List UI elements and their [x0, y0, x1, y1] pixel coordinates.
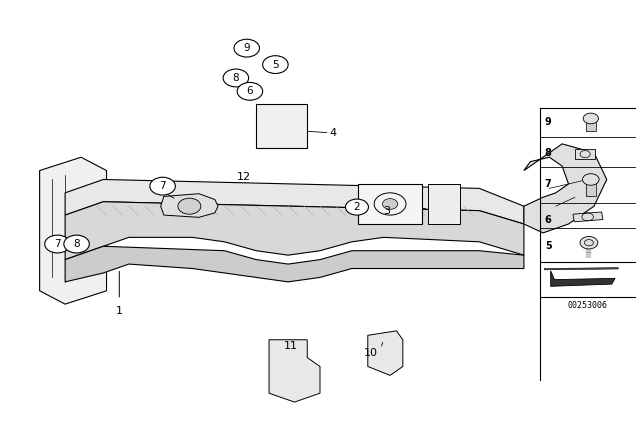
Text: 1: 1 — [116, 306, 123, 316]
Text: 7: 7 — [545, 179, 552, 189]
Polygon shape — [65, 246, 524, 282]
Text: 4: 4 — [329, 128, 336, 138]
Polygon shape — [550, 271, 615, 286]
FancyBboxPatch shape — [256, 104, 307, 148]
Text: 7: 7 — [54, 239, 61, 249]
Text: 9: 9 — [545, 117, 552, 128]
Polygon shape — [573, 212, 603, 222]
Text: 2: 2 — [354, 202, 360, 212]
FancyBboxPatch shape — [575, 149, 595, 159]
Text: 00253006: 00253006 — [568, 301, 607, 310]
Text: 10: 10 — [364, 348, 378, 358]
Circle shape — [583, 113, 598, 124]
Text: 8: 8 — [73, 239, 80, 249]
Text: 8: 8 — [232, 73, 239, 83]
Polygon shape — [368, 331, 403, 375]
Circle shape — [234, 39, 259, 57]
Text: 12: 12 — [236, 172, 251, 182]
Circle shape — [64, 235, 90, 253]
Text: 8: 8 — [545, 148, 552, 158]
Polygon shape — [40, 157, 106, 304]
FancyBboxPatch shape — [428, 184, 460, 224]
Text: 6: 6 — [545, 215, 552, 224]
Circle shape — [223, 69, 248, 87]
FancyBboxPatch shape — [586, 182, 596, 196]
Polygon shape — [65, 180, 524, 224]
Polygon shape — [269, 340, 320, 402]
Text: 5: 5 — [272, 60, 278, 69]
FancyBboxPatch shape — [586, 120, 596, 131]
Text: 7: 7 — [159, 181, 166, 191]
Polygon shape — [65, 202, 524, 260]
Text: 3: 3 — [383, 206, 390, 215]
Circle shape — [150, 177, 175, 195]
Text: 11: 11 — [284, 341, 298, 351]
Text: 6: 6 — [246, 86, 253, 96]
Polygon shape — [524, 144, 607, 233]
FancyBboxPatch shape — [358, 184, 422, 224]
Circle shape — [346, 199, 369, 215]
Polygon shape — [544, 267, 618, 270]
Circle shape — [45, 235, 70, 253]
Text: 9: 9 — [243, 43, 250, 53]
Polygon shape — [161, 194, 218, 217]
Text: 5: 5 — [545, 241, 552, 251]
Circle shape — [262, 56, 288, 73]
Circle shape — [178, 198, 201, 214]
Circle shape — [582, 174, 599, 185]
Circle shape — [383, 198, 397, 209]
Circle shape — [237, 82, 262, 100]
Circle shape — [580, 237, 598, 249]
